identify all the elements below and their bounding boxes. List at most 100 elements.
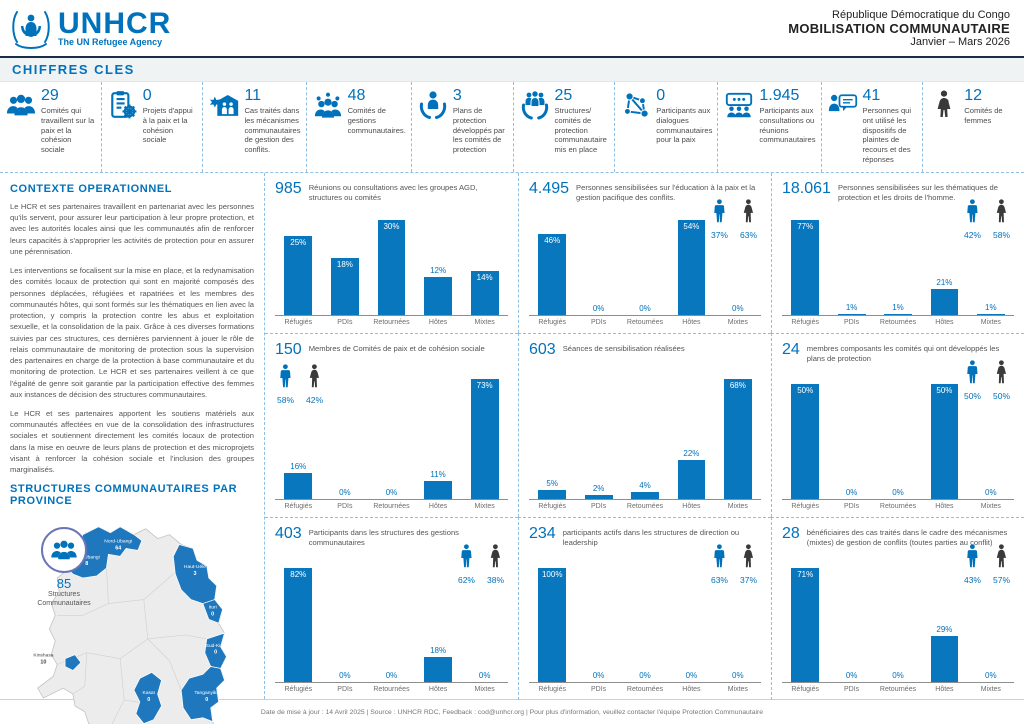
bar-value-label: 18% [430,646,447,656]
key-figure-label: Comités qui travaillent sur la paix et l… [41,105,95,155]
province-name-label: Nord-Ubangi [104,539,132,545]
charts-grid: 985 Réunions ou consultations avec les gr… [264,173,1024,700]
bar-slot: 1% [875,208,921,315]
key-figure-tile: 48 Comités de gestions communautaires. [307,82,412,172]
bar-slot: 0% [968,553,1014,683]
chart-cell: 24 membres composants les comités qui ont… [771,333,1024,517]
category-label: Hôtes [935,319,954,326]
bar: 14% [470,270,499,315]
key-figure-label: Personnes qui ont utilisé les dispositif… [862,105,912,165]
bar-value-label: 68% [729,381,746,391]
female-icon [996,360,1007,384]
bar-slot: 29% [921,553,967,682]
structures-badge: 85 Structures Communautaires [24,527,104,609]
bar-slot: 2% [575,363,621,499]
chart-cell: 28 bénéficiaires des cas traités dans le … [771,517,1024,700]
bar-value-label: 11% [430,469,446,479]
male-percentage: 50% [963,391,981,401]
category-label: PDIs [591,503,607,510]
province-value-label: 64 [115,546,121,552]
bar [538,490,567,499]
bar: 46% [538,234,567,315]
female-percentage: 63% [739,230,757,240]
male-percentage: 37% [710,230,728,240]
bar-value-label: 29% [936,624,953,634]
bar [284,472,313,499]
bar-value-label: 16% [290,461,307,471]
bar-value-label: 100% [541,570,563,580]
bar-slot: 22% [668,363,714,499]
province-kinshasa [64,654,82,672]
category-labels: Réfugiés PDIs Retournées Hôtes Mixtes [275,683,508,696]
province-value-label: 0 [147,697,150,703]
bar-slot: 0% [968,369,1014,500]
bar-slot: 0% [875,553,921,683]
male-icon [714,199,725,223]
bar-value-label: 0% [639,304,651,313]
context-title: CONTEXTE OPERATIONNEL [10,183,173,195]
bar: 50% [791,384,820,499]
category-label: Mixtes [980,319,1001,326]
key-figure-value: 3 [452,87,462,104]
footer-text: Date de mise à jour : 14 Avril 2025 | So… [260,708,764,716]
female-icon [490,544,501,568]
bar: 54% [677,220,706,315]
bar-value-label: 1% [845,302,858,312]
bar-slot: 46% [529,208,575,315]
category-label: Mixtes [474,319,495,326]
bar-slot: 16% [275,363,322,499]
category-label: Retournées [879,319,917,326]
community-circle-icon [313,88,343,168]
bar-value-label: 14% [476,272,493,282]
gender-stats: 58% 42% [277,364,323,405]
bar [424,277,453,315]
province-value-label: 0 [205,697,208,703]
key-figure-label: Projets d'appui à la paix et la cohésion… [142,105,193,145]
chart-title: membres composants les comités qui ont d… [806,344,1000,364]
bar [631,491,659,499]
key-figure-label: Participants aux dialogues communautaire… [656,105,713,145]
key-figure-label: Cas traités dans les mécanismes communau… [244,105,301,155]
category-labels: Réfugiés PDIs Retournées Hôtes Mixtes [275,500,508,513]
category-labels: Réfugiés PDIs Retournées Hôtes Mixtes [782,316,1014,329]
bar-value-label: 25% [290,238,307,248]
category-label: Mixtes [474,503,495,510]
key-figure-label: Comités de femmes [964,105,1003,125]
category-labels: Réfugiés PDIs Retournées Hôtes Mixtes [529,500,761,513]
chart-cell: 234 participants actifs dans les structur… [518,517,771,700]
female-percentage: 38% [486,575,504,585]
bar-value-label: 12% [430,266,447,276]
bar-value-label: 18% [336,260,353,270]
category-label: PDIs [337,319,353,326]
category-label: Retournées [626,503,664,510]
key-figures-row: 29 Comités qui travaillent sur la paix et… [0,82,1024,172]
bar-value-label: 0% [385,488,398,497]
female-percentage: 50% [992,391,1010,401]
female-icon [743,544,754,568]
bar [584,495,613,499]
bar-slot: 14% [461,208,508,315]
category-label: Hôtes [935,686,954,693]
gender-stats: 42% 58% [964,199,1010,240]
key-figure-tile: 0 Projets d'appui à la paix et la cohésio… [102,82,204,172]
person-feedback-icon [828,88,858,168]
key-figure-tile: 11 Cas traités dans les mécanismes commun… [203,82,307,172]
hands-person-icon [418,88,448,168]
category-label: Hôtes [682,686,701,693]
bar-slot: 0% [715,553,761,683]
female-percentage: 57% [992,575,1010,585]
bar-plot: 25% 18% 30% 12% 14% [275,208,508,316]
province-name-label: Tanganyika [194,690,219,696]
chart-number: 18.061 [782,180,831,197]
bar-slot: 12% [415,208,462,315]
category-label: Hôtes [428,686,448,693]
male-icon [280,364,291,388]
category-label: Hôtes [935,503,954,510]
gender-stats: 62% 38% [458,544,504,585]
bar-value-label: 82% [290,570,307,580]
chart-number: 603 [529,341,556,358]
chart-title: participants actifs dans les structures … [562,528,740,548]
chart-number: 985 [275,180,302,197]
chart-title: Personnes sensibilisées sur l'éducation … [576,183,756,203]
bar-value-label: 0% [732,671,744,680]
